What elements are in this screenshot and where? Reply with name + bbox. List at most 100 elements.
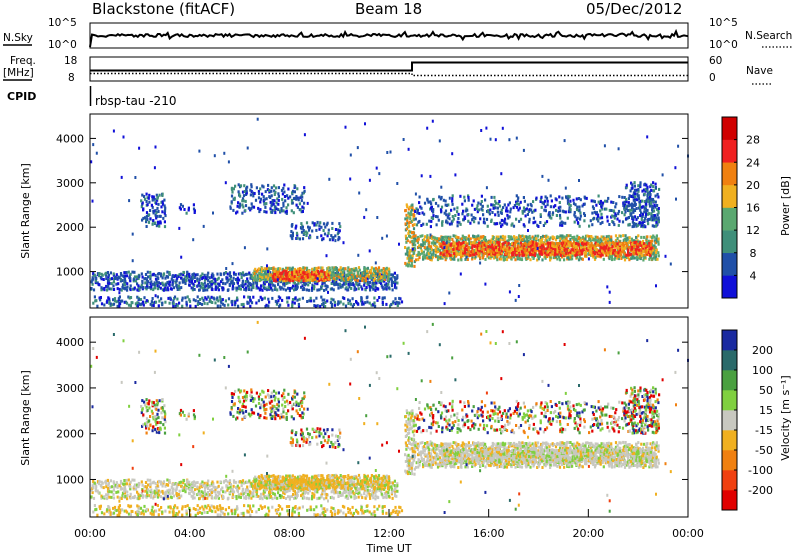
power-echo [561,234,564,238]
power-echo [273,269,276,273]
power-echo [540,245,543,249]
power-echo [471,255,474,259]
power-echo [221,298,224,302]
power-echo [293,275,296,279]
power-echo [194,273,197,277]
power-echo [645,204,648,208]
power-echo [308,281,311,284]
power-echo [295,195,298,198]
power-echo [275,201,278,205]
power-echo [618,219,621,223]
power-echo [563,258,566,262]
power-echo [508,290,511,294]
power-echo [625,256,629,260]
power-echo [311,278,314,282]
power-echo [257,267,261,271]
power-echo [444,255,447,259]
power-echo [444,203,447,207]
power-echo [193,209,196,213]
power-echo [204,288,207,292]
power-echo [212,281,216,285]
power-echo [177,275,180,278]
power-echo [484,257,487,261]
power-echo [647,222,650,226]
power-echo [584,237,587,241]
power-echo [408,215,411,219]
power-echo [96,272,100,276]
power-echo [175,279,178,282]
power-echo [491,243,494,247]
velocity-echo [137,485,140,489]
power-echo [337,274,340,278]
power-echo [656,213,659,217]
power-echo [159,286,162,290]
power-echo [404,234,407,238]
power-echo [271,199,274,202]
power-echo [112,288,116,291]
power-echo [156,295,159,299]
power-echo [321,238,324,242]
power-echo [657,242,660,246]
power-echo [159,274,163,278]
power-echo [317,274,320,278]
power-echo [168,280,171,284]
power-echo [462,241,465,244]
power-echo [217,282,220,286]
power-echo [551,211,555,215]
power-echo [162,216,165,220]
power-echo [592,250,595,254]
power-echo [565,239,568,243]
power-echo [295,237,298,240]
power-echo [657,216,660,220]
power-echo [430,248,434,252]
velocity-echo [144,481,148,484]
power-echo [517,242,520,246]
power-echo [141,300,145,304]
power-echo [504,240,507,244]
power-echo [297,275,300,279]
power-echo [453,241,456,245]
power-echo [541,252,544,255]
power-echo [420,249,423,253]
power-echo [281,192,284,196]
power-echo [601,207,604,211]
power-echo [507,253,510,257]
power-echo [127,270,130,274]
power-echo [576,221,580,225]
power-echo [595,203,598,207]
power-echo [361,276,365,280]
power-echo [143,277,146,281]
power-echo [629,189,632,193]
power-echo [263,267,266,271]
power-echo [344,279,347,283]
power-echo [315,296,318,300]
power-echo [521,211,524,215]
power-echo [268,267,271,271]
power-echo [160,205,163,209]
power-echo [498,243,501,247]
power-echo [429,247,432,251]
power-echo [250,190,253,193]
power-echo [291,269,294,272]
power-echo [421,211,424,215]
power-echo [142,303,145,307]
power-echo [492,235,495,239]
power-echo [361,287,364,291]
power-echo [101,287,105,291]
velocity-echo [150,488,153,492]
velocity-echo [146,494,149,498]
power-echo [262,185,265,189]
power-echo [92,277,95,281]
power-echo [654,257,657,261]
power-echo [583,242,587,246]
power-echo [271,210,274,214]
power-echo [537,246,540,250]
power-echo [640,211,643,215]
power-echo [649,250,652,253]
power-echo [154,213,157,217]
power-echo [129,288,132,292]
power-echo [307,225,310,229]
power-echo [589,219,592,223]
velocity-echo [116,495,119,499]
power-echo [163,198,166,202]
